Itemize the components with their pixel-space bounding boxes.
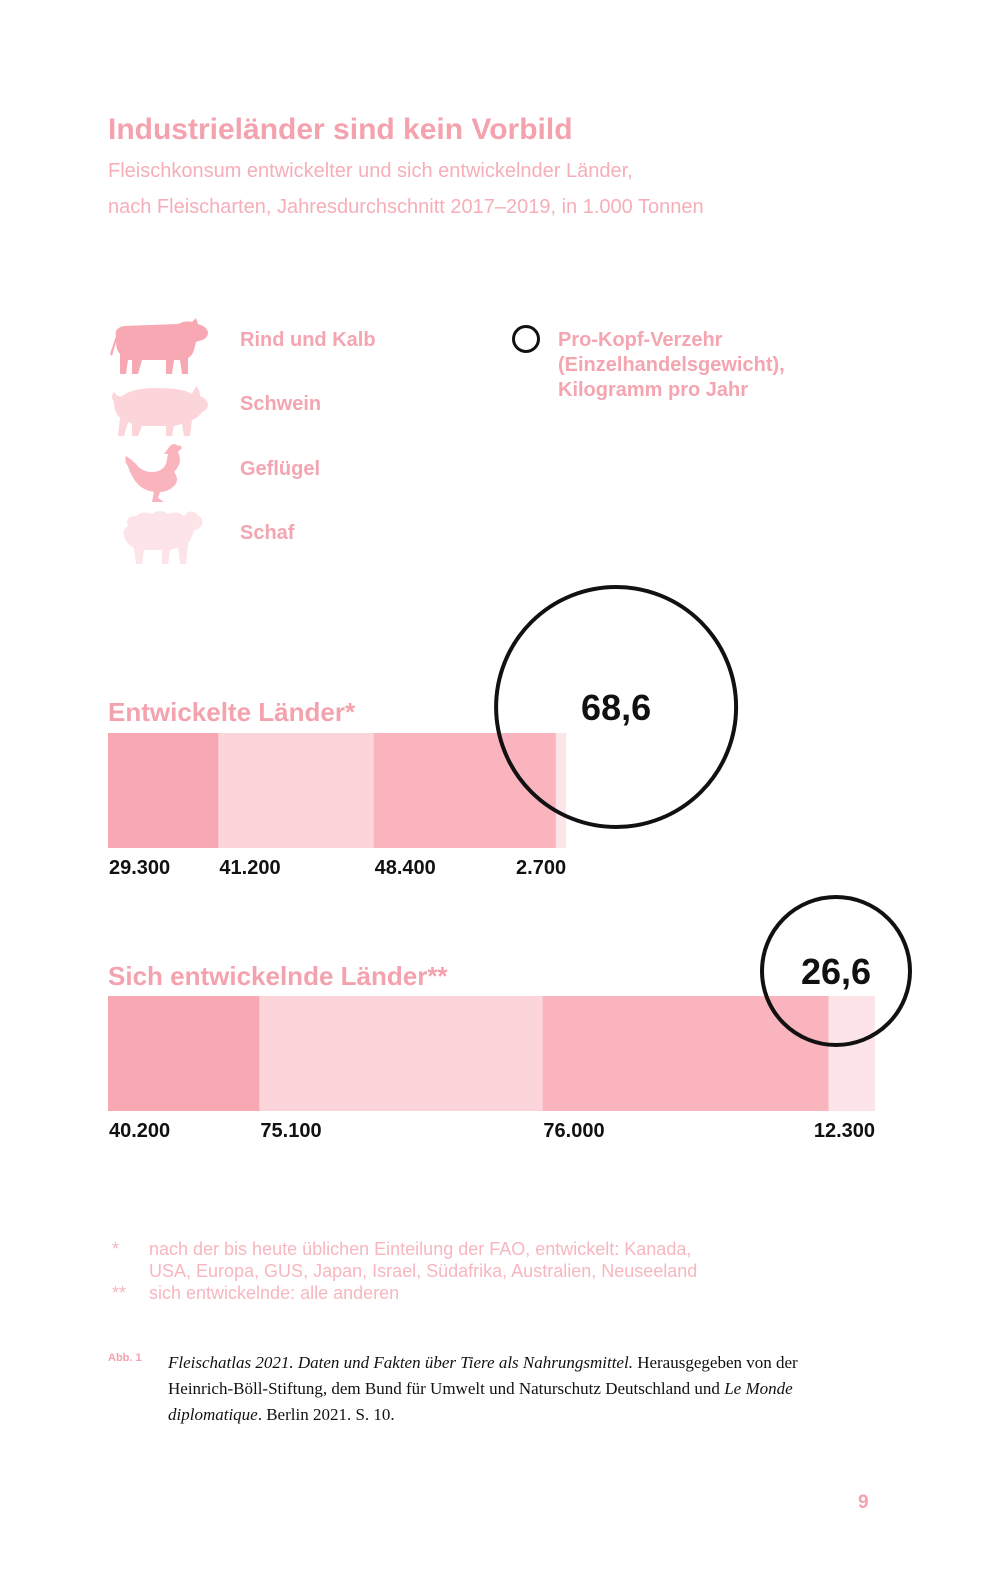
- value-label-g0-s0: 29.300: [109, 857, 170, 879]
- citation-place-date: . Berlin 2021. S. 10.: [257, 1405, 395, 1424]
- value-label-g0-s1: 41.200: [219, 857, 280, 879]
- bar-segment-g1-s0: [108, 996, 260, 1111]
- footnote-1-line2: USA, Europa, GUS, Japan, Israel, Südafri…: [149, 1261, 698, 1281]
- group-title-developing: Sich entwickelnde Länder**: [108, 961, 448, 991]
- per-capita-value-g1: 26,6: [801, 951, 871, 992]
- legend-label-gefluegel: Geflügel: [240, 458, 321, 480]
- legend-circle-icon: [512, 325, 540, 353]
- chicken-icon: [125, 444, 182, 502]
- per-capita-circle-g0: [494, 585, 739, 829]
- legend-circle-label-line3: Kilogramm pro Jahr: [558, 379, 749, 401]
- stacked-bar-chart: 29.300 41.200 48.400 2.700 68,6 40.200 75.100 7…: [108, 585, 912, 1142]
- cow-icon: [110, 318, 208, 374]
- sheep-icon: [123, 511, 203, 564]
- legend-label-rind: Rind und Kalb: [240, 329, 376, 351]
- figure-label: Abb. 1: [108, 1352, 142, 1364]
- footnote-2: sich entwickelnde: alle anderen: [149, 1283, 400, 1303]
- citation-text: Fleischatlas 2021. Daten und Fakten über…: [168, 1350, 858, 1428]
- bar-segment-g1-s1: [259, 996, 543, 1111]
- bar-segment-g0-s2: [373, 733, 556, 848]
- bar-segment-g1-s3: [828, 996, 875, 1111]
- value-label-g1-s2: 76.000: [543, 1120, 604, 1142]
- legend-label-schwein: Schwein: [240, 393, 322, 415]
- bar-segment-g0-s1: [218, 733, 374, 848]
- legend-circle-label: Pro-Kopf-Verzehr (Einzelhandelsgewicht),…: [558, 328, 785, 403]
- footnote-1-line1: nach der bis heute üblichen Einteilung d…: [149, 1239, 692, 1259]
- value-label-g0-s3: 2.700: [516, 857, 566, 879]
- legend-circle-label-line1: Pro-Kopf-Verzehr: [558, 329, 723, 351]
- footnote-star-1: *: [112, 1239, 120, 1259]
- citation-le-monde: Le Monde diplomatique: [168, 1379, 793, 1424]
- value-label-g1-s1: 75.100: [260, 1120, 321, 1142]
- value-label-g1-s0: 40.200: [109, 1120, 170, 1142]
- bar-segment-g0-s3: [555, 733, 567, 848]
- legend-circle-label-line2: (Einzelhandelsgewicht),: [558, 354, 785, 376]
- group-title-developed: Entwickelte Länder*: [108, 697, 356, 727]
- pig-icon: [112, 386, 208, 436]
- footnote-star-2: **: [112, 1283, 127, 1303]
- value-label-g0-s2: 48.400: [375, 857, 436, 879]
- per-capita-value-g0: 68,6: [581, 687, 651, 728]
- chart-subtitle-line1: Fleischkonsum entwickelter und sich entw…: [108, 160, 633, 182]
- citation-publisher: Herausgegeben von der Heinrich-Böll-Stif…: [168, 1353, 798, 1398]
- legend-label-schaf: Schaf: [240, 522, 295, 544]
- citation-title: Fleischatlas 2021. Daten und Fakten über…: [168, 1353, 633, 1372]
- page-number: 9: [858, 1492, 869, 1513]
- value-label-g1-s3: 12.300: [814, 1120, 875, 1142]
- bar-segment-g0-s0: [108, 733, 219, 848]
- bar-segment-g1-s2: [542, 996, 829, 1111]
- chart-subtitle-line2: nach Fleischarten, Jahresdurchschnitt 20…: [108, 196, 704, 218]
- per-capita-circle-g1: [760, 895, 912, 1047]
- chart-title: Industrieländer sind kein Vorbild: [108, 113, 573, 146]
